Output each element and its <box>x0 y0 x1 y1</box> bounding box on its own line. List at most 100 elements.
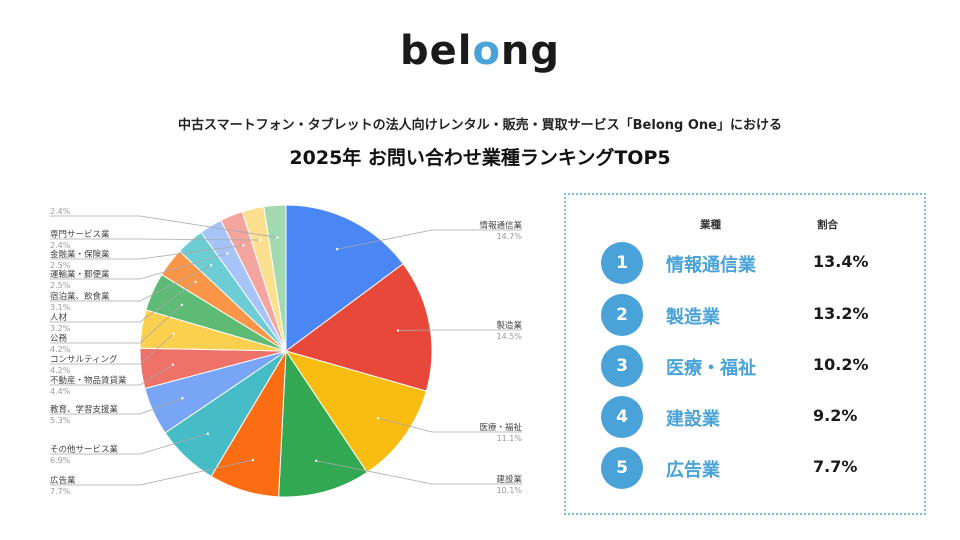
leader-line-2 <box>377 417 522 433</box>
ranking-row-4: 4 建設業 9.2% <box>566 396 924 440</box>
slice-label-人材: 人材 <box>50 312 68 323</box>
page-subtitle: 中古スマートフォン・タブレットの法人向けレンタル・販売・買取サービス「Belon… <box>178 118 782 133</box>
slice-pct-11: 3.1% <box>50 303 71 312</box>
leader-line-10 <box>50 281 196 323</box>
logo-part-o: o <box>472 28 501 74</box>
leader-line-9 <box>50 304 183 344</box>
leader-dot-5 <box>206 432 210 435</box>
rank-number-badge: 3 <box>601 345 643 387</box>
ranking-row-1: 1 情報通信業 13.4% <box>566 242 924 286</box>
slice-pct-1: 14.5% <box>497 332 523 341</box>
leader-dot-4 <box>251 458 255 462</box>
slice-label-その他サービス業: その他サービス業 <box>50 444 119 455</box>
slice-pct-8: 4.2% <box>50 366 71 375</box>
slice-pct-6: 5.3% <box>50 416 71 425</box>
slice-label-宿泊業、飲食業: 宿泊業、飲食業 <box>50 291 110 302</box>
leader-dot-15 <box>276 236 279 239</box>
slice-label-コンサルティング: コンサルティング <box>50 354 118 365</box>
slice-label-不動産・物品賃貸業: 不動産・物品賃貸業 <box>50 375 127 386</box>
slice-pct-10: 3.2% <box>50 324 71 333</box>
slice-label-広告業: 広告業 <box>50 475 76 486</box>
rank-industry-name: 建設業 <box>666 409 720 430</box>
slice-label-情報通信業: 情報通信業 <box>479 220 522 231</box>
leader-line-0 <box>337 229 522 250</box>
leader-line-6 <box>50 397 183 415</box>
leader-dot-7 <box>171 363 175 366</box>
page-title: 2025年 お問い合わせ業種ランキングTOP5 <box>289 147 671 169</box>
leader-dot-10 <box>194 280 197 284</box>
slice-pct-14: 2.4% <box>50 241 71 250</box>
slice-label-製造業: 製造業 <box>496 320 522 331</box>
rank-number-badge: 2 <box>601 294 643 336</box>
slice-label-医療・福祉: 医療・福祉 <box>479 422 522 433</box>
leader-line-4 <box>50 459 254 486</box>
rank-industry-name: 広告業 <box>666 460 720 481</box>
leader-line-8 <box>50 333 174 365</box>
pie-slice-2 <box>284 350 427 474</box>
ranking-row-5: 5 広告業 7.7% <box>566 447 924 491</box>
leader-dot-0 <box>335 248 339 251</box>
leader-line-1 <box>398 329 522 331</box>
leader-line-11 <box>50 264 212 302</box>
logo-part-post: ng <box>500 28 561 74</box>
leader-dot-11 <box>209 264 213 267</box>
rank-number-badge: 5 <box>601 447 643 489</box>
rank-industry-name: 医療・福祉 <box>666 358 756 379</box>
leader-dot-8 <box>172 332 175 335</box>
leader-dot-6 <box>181 397 184 400</box>
rank-ratio-value: 13.4% <box>813 252 869 271</box>
leader-line-3 <box>316 460 522 485</box>
slice-pct-12: 2.5% <box>50 281 71 290</box>
pie-slice-3 <box>278 349 368 498</box>
ranking-panel: 業種 割合 1 情報通信業 13.4% 2 製造業 13.2% 3 医療・福祉 10.2% 4 建設… <box>564 193 926 515</box>
slice-pct-4: 7.7% <box>50 487 71 496</box>
slice-pct-2: 11.1% <box>497 434 523 443</box>
rank-ratio-value: 9.2% <box>813 406 858 425</box>
leader-dot-12 <box>226 252 229 255</box>
ranking-row-2: 2 製造業 13.2% <box>566 294 924 338</box>
slice-pct-0: 14.7% <box>497 232 523 241</box>
leader-line-14 <box>50 238 261 241</box>
slice-pct-5: 6.9% <box>50 456 71 465</box>
leader-line-5 <box>50 433 208 455</box>
ranking-header-ratio: 割合 <box>817 219 838 231</box>
slice-pct-7: 4.4% <box>50 387 71 396</box>
slice-pct-3: 10.1% <box>497 486 523 495</box>
slice-label-建設業: 建設業 <box>496 474 522 485</box>
belong-logo: belong <box>0 28 960 74</box>
leader-dot-1 <box>396 329 400 332</box>
ranking-header-industry: 業種 <box>700 219 721 231</box>
slice-label-運輸業・郵便業: 運輸業・郵便業 <box>50 269 110 280</box>
slice-label-専門サービス業: 専門サービス業 <box>50 229 110 240</box>
pie-slices <box>139 204 433 498</box>
slice-pct-9: 4.2% <box>50 345 71 354</box>
slice-label-教育、学習支援業: 教育、学習支援業 <box>50 404 119 415</box>
leader-line-13 <box>50 244 244 260</box>
slice-pct-13: 2.5% <box>50 261 71 270</box>
rank-industry-name: 情報通信業 <box>666 255 756 276</box>
leader-line-15 <box>50 215 278 238</box>
leader-line-7 <box>50 364 174 386</box>
leader-line-12 <box>50 253 228 280</box>
slice-pct-15: 2.4% <box>50 207 71 216</box>
slice-label-公務: 公務 <box>50 333 68 344</box>
rank-ratio-value: 10.2% <box>813 355 869 374</box>
leader-dot-2 <box>376 416 380 420</box>
leader-dot-9 <box>180 303 184 306</box>
rank-ratio-value: 7.7% <box>813 457 858 476</box>
leader-dot-13 <box>242 244 245 247</box>
pie-slice-1 <box>284 263 433 392</box>
pie-slice-15 <box>263 204 287 352</box>
logo-part-pre: bel <box>399 28 473 74</box>
rank-number-badge: 4 <box>601 396 643 438</box>
ranking-row-3: 3 医療・福祉 10.2% <box>566 345 924 389</box>
pie-leader-lines <box>50 215 522 486</box>
rank-number-badge: 1 <box>601 242 643 284</box>
rank-ratio-value: 13.2% <box>813 304 869 323</box>
rank-industry-name: 製造業 <box>666 307 720 328</box>
slice-label-金融業・保険業: 金融業・保険業 <box>50 249 110 260</box>
leader-dot-3 <box>315 459 318 462</box>
leader-dot-14 <box>259 238 262 242</box>
